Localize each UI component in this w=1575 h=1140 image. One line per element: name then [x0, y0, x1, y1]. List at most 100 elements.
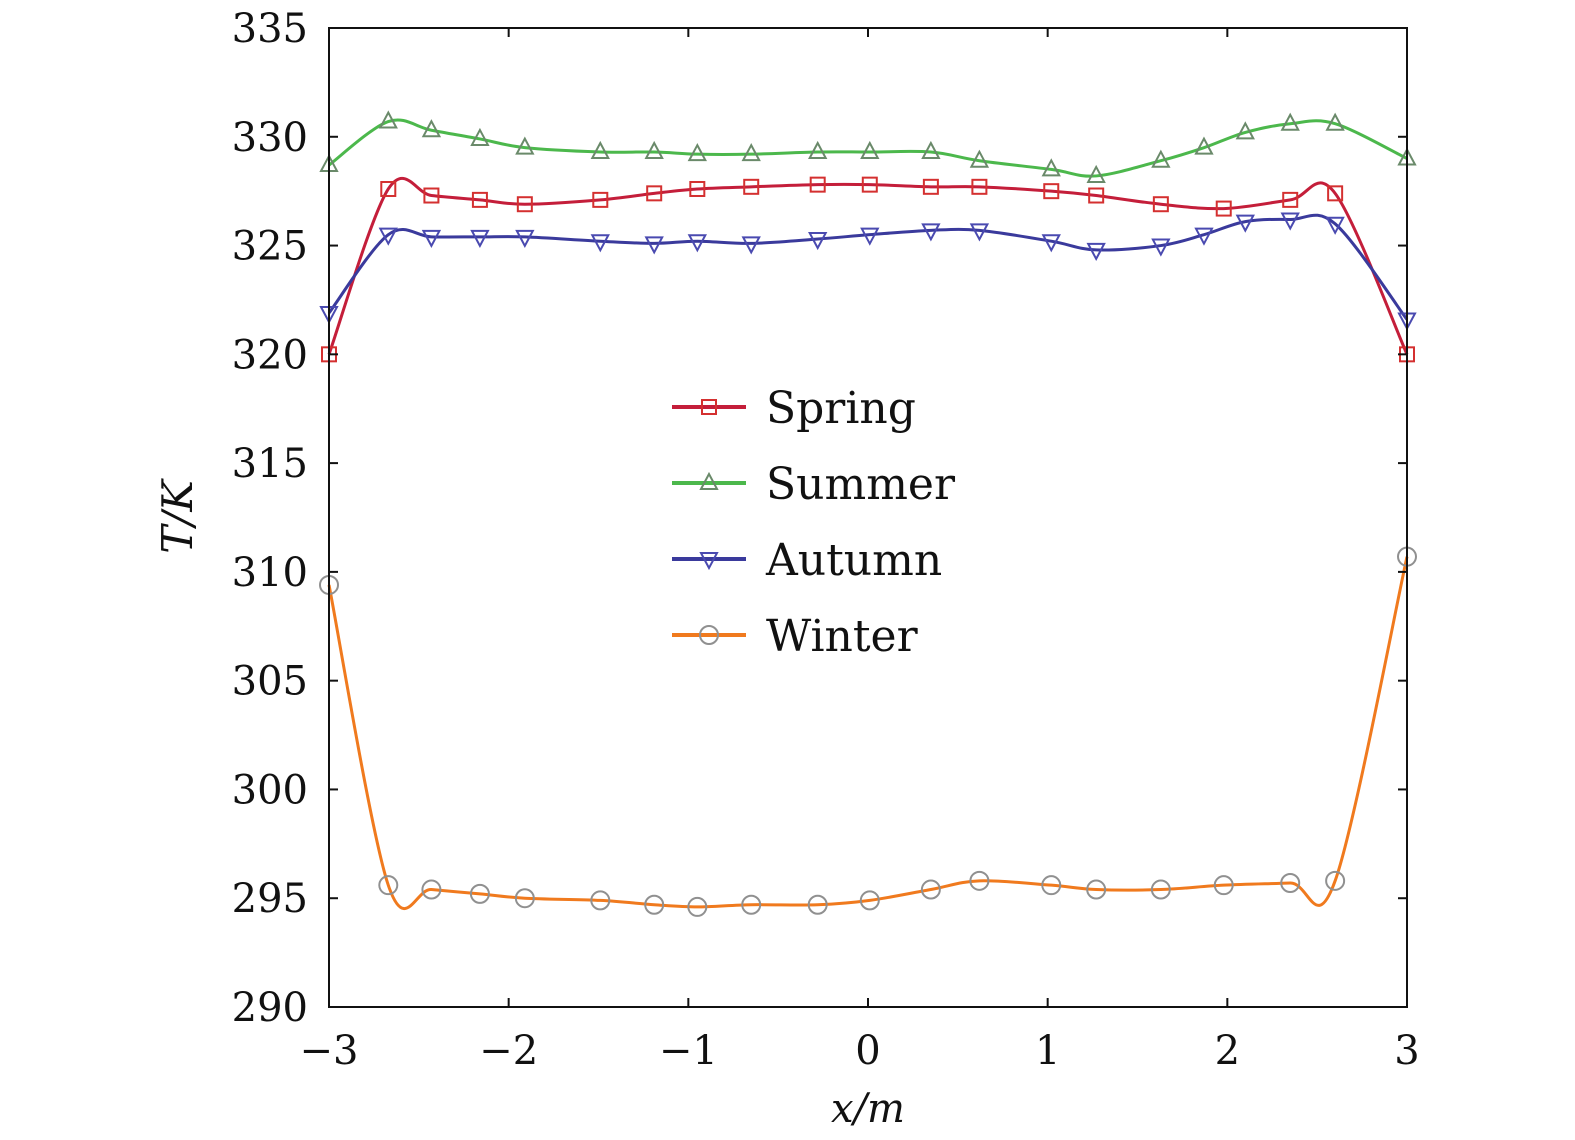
- data-point-circle: [1150, 879, 1171, 900]
- data-point-circle: [1086, 879, 1107, 900]
- data-point-circle: [514, 888, 535, 909]
- x-tick-label: −3: [300, 1028, 359, 1074]
- legend-item-summer: Summer: [672, 459, 956, 510]
- data-point-square: [689, 180, 706, 197]
- x-tick-label: 1: [1035, 1028, 1060, 1074]
- y-tick-label: 300: [232, 767, 308, 813]
- legend-label: Autumn: [765, 535, 942, 586]
- y-tick-label: 305: [232, 659, 308, 705]
- x-tick-label: 0: [855, 1028, 880, 1074]
- data-point-circle: [1213, 875, 1234, 896]
- data-point-triangle-down: [1086, 242, 1106, 262]
- legend-label: Winter: [766, 611, 919, 662]
- data-point-circle: [421, 879, 442, 900]
- data-point-triangle-up: [808, 140, 828, 160]
- legend-marker: [699, 552, 719, 571]
- data-point-triangle-up: [860, 140, 880, 160]
- data-point-circle: [859, 890, 880, 911]
- data-point-triangle-down: [515, 229, 535, 248]
- data-point-triangle-up: [687, 143, 707, 162]
- data-point-square: [1043, 183, 1060, 200]
- legend: Spring Summer Autumn Winter: [672, 383, 956, 662]
- data-point-circle: [644, 894, 665, 915]
- data-point-triangle-down: [687, 234, 707, 253]
- data-point-triangle-up: [470, 127, 490, 146]
- data-point-triangle-up: [1235, 121, 1255, 140]
- y-axis-label: T/K: [153, 478, 202, 554]
- data-point-square: [646, 185, 663, 202]
- data-point-triangle-down: [1041, 234, 1061, 253]
- x-axis-label: x/m: [831, 1086, 905, 1132]
- data-point-square: [1152, 196, 1169, 213]
- data-point-square: [809, 176, 826, 193]
- y-tick-label: 320: [232, 332, 308, 378]
- legend-item-autumn: Autumn: [672, 535, 942, 586]
- x-tick-label: −1: [659, 1028, 718, 1074]
- data-point-circle: [687, 896, 708, 917]
- data-point-square: [861, 176, 878, 193]
- data-point-triangle-down: [590, 234, 610, 253]
- data-point-triangle-up: [741, 143, 761, 162]
- data-point-triangle-up: [1041, 158, 1061, 177]
- axis-ticks: −3 −2 −1 0 1 2 3 290 295 300 305 310 315 320 325 330 335: [232, 6, 1420, 1074]
- data-point-triangle-up: [644, 140, 664, 160]
- data-point-circle: [920, 879, 941, 900]
- data-point-triangle-down: [1325, 216, 1345, 235]
- series-summer: [319, 110, 1417, 183]
- y-tick-label: 290: [232, 985, 308, 1031]
- series-line: [327, 177, 1409, 355]
- data-point-square: [1327, 185, 1344, 202]
- data-point-triangle-up: [1086, 164, 1106, 183]
- data-point-square: [380, 180, 397, 197]
- data-point-triangle-up: [1280, 112, 1300, 131]
- data-point-square: [971, 178, 988, 195]
- data-point-triangle-down: [1280, 212, 1300, 231]
- data-point-circle: [969, 870, 990, 891]
- data-point-triangle-down: [969, 223, 990, 242]
- plot-frame: [328, 27, 1408, 1008]
- legend-item-winter: Winter: [672, 611, 919, 662]
- data-point-square: [743, 178, 760, 195]
- legend-label: Spring: [766, 383, 916, 434]
- data-point-triangle-up: [590, 140, 610, 160]
- data-point-triangle-down: [421, 229, 442, 248]
- legend-marker: [701, 399, 717, 415]
- data-point-triangle-down: [470, 229, 490, 248]
- data-point-square: [516, 196, 533, 213]
- y-tick-label: 315: [232, 441, 308, 487]
- y-tick-label: 330: [232, 115, 308, 161]
- data-point-square: [592, 191, 609, 208]
- series-line: [327, 556, 1409, 911]
- y-tick-label: 295: [232, 876, 308, 922]
- x-tick-label: 3: [1394, 1028, 1419, 1074]
- data-point-circle: [1325, 870, 1346, 891]
- x-tick-label: 2: [1215, 1028, 1240, 1074]
- data-point-triangle-down: [860, 227, 880, 246]
- legend-label: Summer: [766, 459, 956, 510]
- data-point-triangle-down: [644, 236, 664, 255]
- data-point-triangle-up: [1194, 136, 1214, 155]
- data-point-triangle-up: [1151, 149, 1171, 168]
- data-point-triangle-up: [378, 110, 398, 129]
- legend-item-spring: Spring: [672, 383, 916, 434]
- data-point-circle: [1280, 872, 1301, 893]
- data-point-circle: [741, 894, 762, 915]
- data-point-square: [1215, 200, 1232, 217]
- data-point-triangle-down: [1194, 227, 1214, 246]
- data-point-square: [1088, 187, 1105, 204]
- data-point-circle: [590, 890, 611, 911]
- data-point-triangle-down: [741, 236, 761, 255]
- data-point-triangle-down: [1151, 238, 1171, 257]
- data-point-square: [922, 178, 939, 195]
- data-point-triangle-up: [515, 136, 535, 155]
- y-tick-label: 310: [232, 550, 308, 596]
- data-point-triangle-down: [378, 227, 398, 246]
- data-point-triangle-down: [921, 223, 941, 242]
- series-spring: [321, 176, 1415, 363]
- data-point-circle: [1041, 875, 1062, 896]
- data-point-square: [1282, 191, 1299, 208]
- data-point-square: [423, 187, 440, 204]
- legend-marker: [699, 625, 719, 645]
- legend-marker: [699, 471, 719, 490]
- y-tick-label: 325: [232, 224, 308, 270]
